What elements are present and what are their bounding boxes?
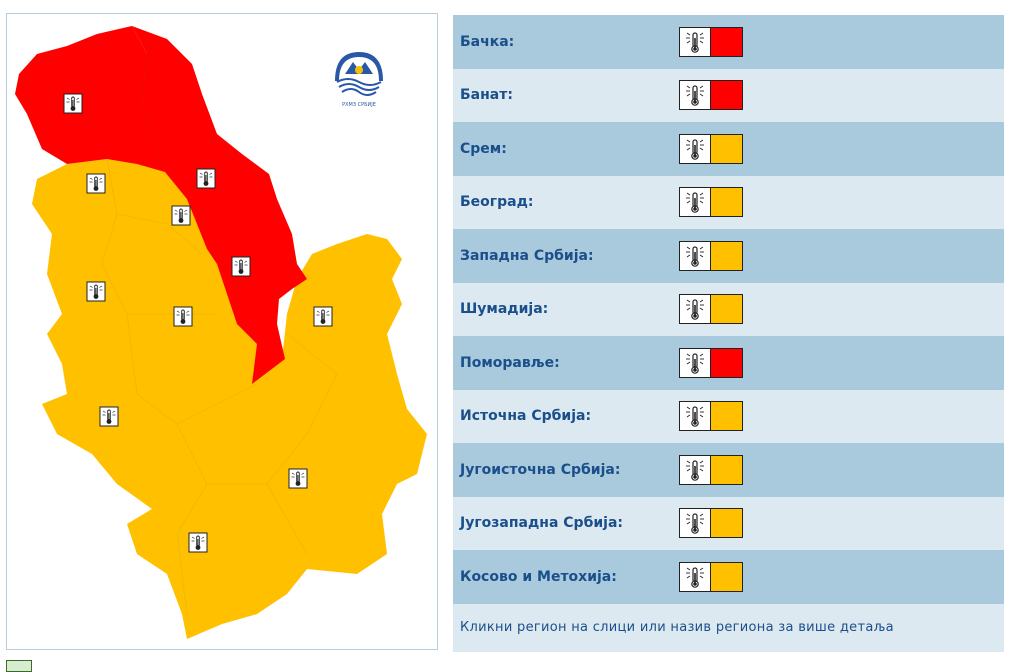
thermometer-icon [680, 295, 711, 324]
warning-level-swatch [711, 134, 742, 163]
warning-indicator[interactable] [679, 80, 743, 111]
serbia-warning-map[interactable]: РХМЗ СРБИЈЕ [6, 13, 438, 650]
warning-level-swatch [711, 241, 742, 270]
thermometer-icon [680, 134, 711, 163]
warning-level-swatch [711, 27, 742, 56]
map-thermometer-icon[interactable] [99, 406, 119, 427]
map-region-backa[interactable] [15, 26, 165, 172]
map-thermometer-icon[interactable] [288, 468, 308, 489]
region-row[interactable]: Југозападна Србија: [453, 496, 1004, 550]
region-label[interactable]: Косово и Метохија: [460, 568, 617, 585]
warning-indicator[interactable] [679, 26, 743, 57]
warning-level-swatch [711, 455, 742, 484]
map-region-banat-pomoravlje[interactable] [132, 26, 307, 384]
map-thermometer-icon[interactable] [171, 205, 191, 226]
region-row[interactable]: Југоисточна Србија: [453, 443, 1004, 497]
warning-level-swatch [711, 402, 742, 431]
warning-level-swatch [711, 81, 742, 110]
warning-level-swatch [711, 348, 742, 377]
region-row[interactable]: Источна Србија: [453, 389, 1004, 443]
thermometer-icon [680, 27, 711, 56]
region-row[interactable]: Срем: [453, 122, 1004, 176]
thermometer-icon [680, 241, 711, 270]
logo-text: РХМЗ СРБИЈЕ [342, 102, 376, 108]
warning-indicator[interactable] [679, 240, 743, 271]
map-thermometer-icon[interactable] [173, 306, 193, 327]
region-label[interactable]: Шумадија: [460, 301, 549, 318]
region-label[interactable]: Срем: [460, 140, 507, 157]
map-thermometer-icon[interactable] [231, 256, 251, 277]
map-thermometer-icon[interactable] [86, 281, 106, 302]
map-thermometer-icon[interactable] [196, 168, 216, 189]
region-label[interactable]: Банат: [460, 87, 513, 104]
warning-level-swatch [711, 295, 742, 324]
legend-icon[interactable] [6, 660, 32, 672]
warning-indicator[interactable] [679, 294, 743, 325]
region-row[interactable]: Београд: [453, 175, 1004, 229]
region-label[interactable]: Бачка: [460, 33, 515, 50]
thermometer-icon [680, 455, 711, 484]
region-row[interactable]: Шумадија: [453, 282, 1004, 336]
region-label[interactable]: Београд: [460, 194, 534, 211]
thermometer-icon [680, 188, 711, 217]
rhmz-logo-icon: РХМЗ СРБИЈЕ [335, 52, 383, 108]
map-thermometer-icon[interactable] [63, 93, 83, 114]
warning-indicator[interactable] [679, 508, 743, 539]
thermometer-icon [680, 348, 711, 377]
region-label[interactable]: Поморавље: [460, 354, 560, 371]
warning-level-swatch [711, 509, 742, 538]
map-thermometer-icon[interactable] [86, 173, 106, 194]
region-row[interactable]: Косово и Метохија: [453, 550, 1004, 604]
map-thermometer-icon[interactable] [313, 306, 333, 327]
region-row[interactable]: Западна Србија: [453, 229, 1004, 283]
warning-indicator[interactable] [679, 401, 743, 432]
warning-level-swatch [711, 562, 742, 591]
instructions-text: Кликни регион на слици или назив региона… [453, 603, 1004, 652]
region-label[interactable]: Југозападна Србија: [460, 515, 623, 532]
region-label[interactable]: Југоисточна Србија: [460, 461, 621, 478]
region-row[interactable]: Поморавље: [453, 336, 1004, 390]
region-label[interactable]: Источна Србија: [460, 408, 592, 425]
map-region-orange[interactable] [32, 159, 427, 639]
region-row[interactable]: Банат: [453, 68, 1004, 122]
warning-indicator[interactable] [679, 133, 743, 164]
warning-indicator[interactable] [679, 561, 743, 592]
thermometer-icon [680, 562, 711, 591]
thermometer-icon [680, 402, 711, 431]
thermometer-icon [680, 81, 711, 110]
region-label[interactable]: Западна Србија: [460, 247, 594, 264]
warning-indicator[interactable] [679, 454, 743, 485]
warning-level-swatch [711, 188, 742, 217]
warning-indicator[interactable] [679, 187, 743, 218]
warning-indicator[interactable] [679, 347, 743, 378]
region-warning-table: Бачка: Банат: Срем: Београд: Западна Србија:… [453, 15, 1004, 652]
region-row[interactable]: Бачка: [453, 15, 1004, 69]
map-thermometer-icon[interactable] [188, 532, 208, 553]
thermometer-icon [680, 509, 711, 538]
